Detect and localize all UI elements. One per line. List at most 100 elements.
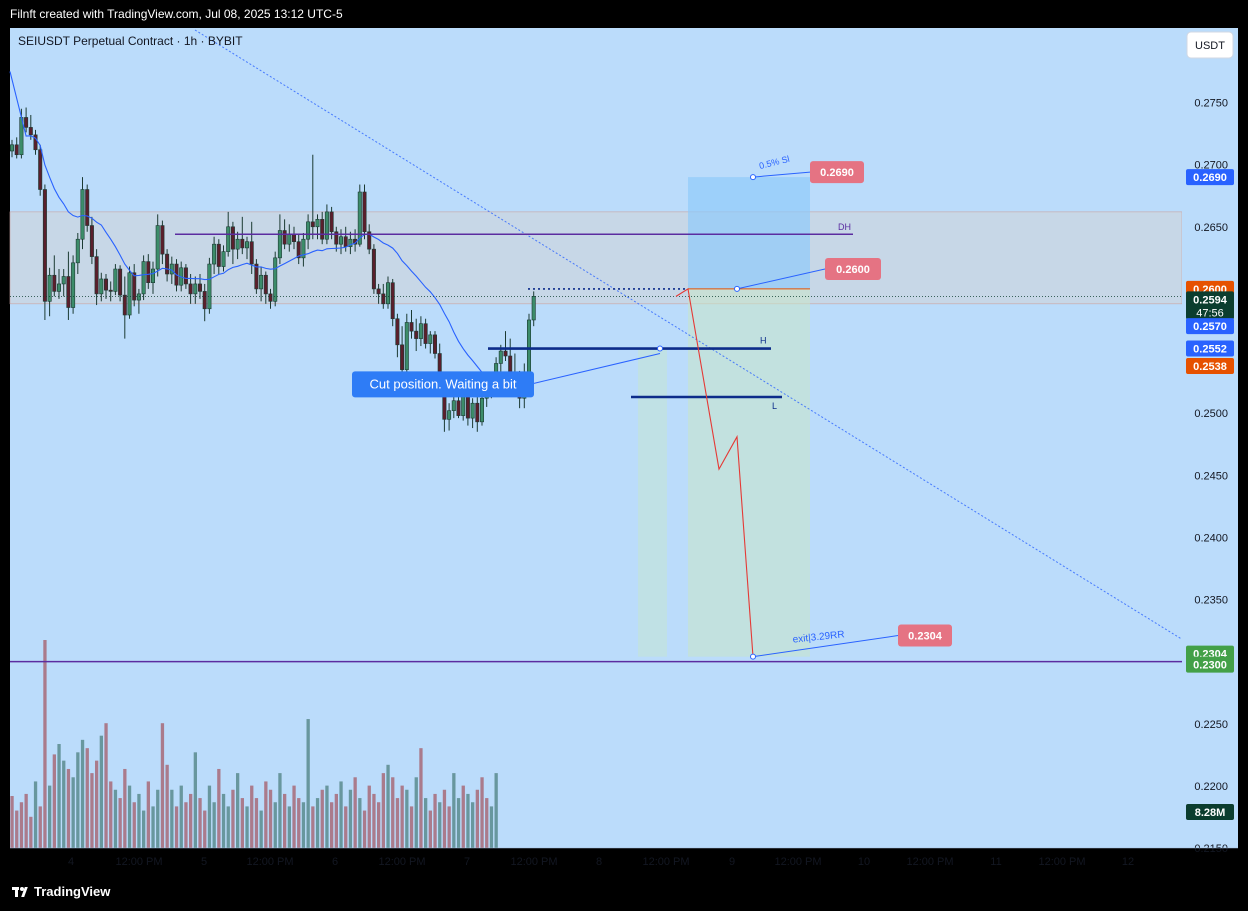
candle-body (306, 221, 311, 240)
price-tick: 0.2150 (1194, 843, 1228, 855)
candle-body (291, 233, 296, 242)
candle-body (310, 221, 315, 228)
volume-bar (57, 744, 61, 848)
time-axis[interactable]: 4 12:00 PM 5 12:00 PM 6 12:00 PM 7 12:00 PM 8 12:… (10, 847, 1238, 868)
candle-body (216, 243, 221, 267)
volume-bar (193, 752, 197, 848)
volume-bar (353, 777, 357, 848)
volume-bar (348, 789, 353, 848)
symbol-title: SEIUSDT Perpetual Contract · 1h · BYBIT (18, 34, 243, 48)
candle-body (198, 283, 203, 292)
volume-bar (90, 773, 94, 848)
volume-bar (160, 723, 165, 848)
volume-bar (127, 785, 132, 848)
time-tick: 11 (990, 856, 1001, 868)
candle-body (287, 233, 292, 245)
volume-bar (254, 798, 259, 848)
volume-bar (142, 810, 146, 848)
candle-body (371, 248, 376, 290)
volume-bar (268, 789, 273, 848)
time-tick: 12:00 PM (774, 856, 821, 868)
volume-bar (311, 806, 315, 848)
volume-bar (456, 798, 461, 848)
candle-body (447, 410, 452, 420)
candle-body (47, 274, 52, 302)
candle-body (451, 400, 456, 411)
volume-bar (156, 789, 160, 848)
time-tick: 12:00 PM (642, 856, 689, 868)
candle-body (456, 400, 461, 416)
price-badge (1186, 169, 1234, 186)
volume-bar (71, 777, 75, 848)
volume-bar (330, 802, 334, 848)
volume-bar (170, 789, 174, 848)
stop-price-text: 0.2690 (820, 167, 854, 179)
volume-bar (447, 806, 451, 848)
price-tick: 0.2350 (1194, 595, 1228, 607)
zones (9, 177, 1183, 657)
candle-body (14, 144, 19, 156)
candle-body (385, 282, 390, 305)
price-badge (1186, 656, 1234, 673)
volume-bar (221, 793, 226, 848)
volume-bar (442, 789, 447, 848)
volume-bar (480, 777, 484, 848)
candle-body (207, 263, 212, 310)
candle-body (273, 257, 278, 302)
candle-body (404, 322, 409, 370)
candle-body (432, 334, 437, 354)
candle-body (400, 344, 405, 370)
dh-label: DH (838, 222, 851, 232)
candle-body (33, 134, 38, 151)
volume-bar (494, 773, 498, 848)
volume-bar (104, 723, 108, 848)
candle-body (390, 282, 395, 320)
candle-body (235, 238, 240, 250)
volume-bar (292, 785, 296, 848)
volume-bar (377, 802, 381, 848)
price-tick: 0.2650 (1194, 222, 1228, 234)
volume-bar (433, 793, 437, 848)
price-axis[interactable]: 0.27500.27000.26500.26000.25500.25000.24… (1182, 28, 1238, 855)
volume-bar (165, 764, 169, 848)
candle-body (334, 231, 339, 245)
candle-body (52, 274, 57, 292)
time-tick: 12:00 PM (1038, 856, 1085, 868)
price-badge-label: 0.2570 (1193, 321, 1227, 333)
volume-bar (287, 806, 291, 848)
stop-price-pointer (752, 171, 811, 178)
candle-body (118, 268, 123, 296)
candle-body (428, 334, 433, 344)
currency-button[interactable]: USDT (1186, 31, 1234, 59)
chart-background (10, 28, 1238, 848)
entry-price-text: 0.2600 (836, 264, 870, 276)
volume-bar (15, 810, 19, 848)
volume-bar (137, 793, 141, 848)
tradingview-logo[interactable]: TradingView (12, 884, 110, 899)
candle-body (226, 226, 231, 252)
candle-body (414, 330, 419, 339)
price-badge (1186, 291, 1234, 320)
chart-header: Filnft created with TradingView.com, Jul… (0, 0, 1248, 28)
time-tick: 5 (201, 856, 207, 868)
volume-bar (95, 760, 99, 848)
candle-body (498, 350, 503, 364)
volume-bar (179, 785, 183, 848)
candle-body (263, 274, 268, 295)
candle-body (320, 219, 325, 240)
candle-body (531, 296, 536, 321)
target-price-pointer (752, 635, 899, 658)
volume-bar (273, 802, 277, 848)
volume-bar (66, 768, 71, 848)
time-tick: 6 (332, 856, 338, 868)
range-zone (9, 211, 1183, 305)
volume-bar (226, 806, 230, 848)
moving-average-line (9, 71, 535, 391)
volume-bar (19, 802, 24, 848)
candle-body (122, 294, 127, 316)
candle-body (315, 219, 320, 228)
candle-body (254, 263, 259, 290)
candle-body (268, 293, 273, 302)
time-tick: 12 (1122, 856, 1134, 868)
